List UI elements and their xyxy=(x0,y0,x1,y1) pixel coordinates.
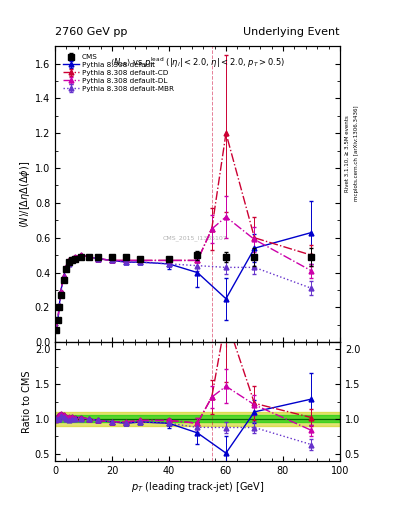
Text: CMS_2015_I1385107: CMS_2015_I1385107 xyxy=(162,236,227,242)
Text: $\langle N_{ch}\rangle$ vs $p_T^{\rm lead}$ ($|\eta_l|{<}2.0$, $\eta|{<}2.0$, $p: $\langle N_{ch}\rangle$ vs $p_T^{\rm lea… xyxy=(110,55,285,70)
Text: Underlying Event: Underlying Event xyxy=(243,27,340,37)
X-axis label: $p_T$ (leading track-jet) [GeV]: $p_T$ (leading track-jet) [GeV] xyxy=(131,480,264,494)
Text: 2760 GeV pp: 2760 GeV pp xyxy=(55,27,127,37)
Bar xyxy=(55,416,340,422)
Legend: CMS, Pythia 8.308 default, Pythia 8.308 default-CD, Pythia 8.308 default-DL, Pyt: CMS, Pythia 8.308 default, Pythia 8.308 … xyxy=(61,53,175,93)
Text: Rivet 3.1.10, ≥ 3.5M events: Rivet 3.1.10, ≥ 3.5M events xyxy=(345,115,350,192)
Bar xyxy=(55,412,340,426)
Y-axis label: Ratio to CMS: Ratio to CMS xyxy=(22,370,32,433)
Y-axis label: $\langle N\rangle/[\Delta\eta\Delta(\Delta\phi)]$: $\langle N\rangle/[\Delta\eta\Delta(\Del… xyxy=(18,161,32,228)
Text: mcplots.cern.ch [arXiv:1306.3436]: mcplots.cern.ch [arXiv:1306.3436] xyxy=(354,106,359,201)
